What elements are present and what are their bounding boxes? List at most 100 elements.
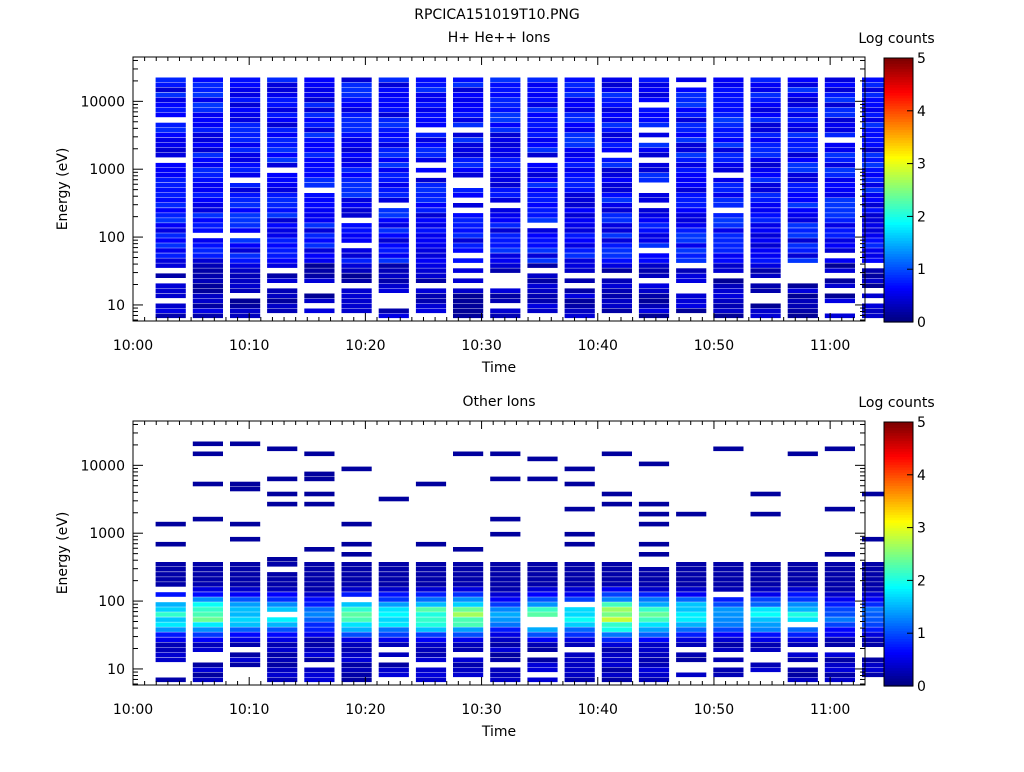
heatmap-cell xyxy=(787,313,818,319)
heatmap-cell xyxy=(453,627,484,632)
colorbar-swatch xyxy=(884,205,913,210)
heatmap-cell xyxy=(862,632,893,637)
heatmap-cell xyxy=(230,218,261,223)
heatmap-cell xyxy=(750,77,781,83)
heatmap-cell xyxy=(676,657,707,663)
heatmap-cell xyxy=(676,172,707,178)
heatmap-cell xyxy=(415,238,447,243)
heatmap-cell xyxy=(415,293,447,299)
heatmap-cell xyxy=(192,481,223,487)
heatmap-cell xyxy=(304,233,335,238)
heatmap-cell xyxy=(638,142,670,148)
colorbar-swatch xyxy=(884,625,913,629)
heatmap-cell xyxy=(341,137,372,143)
colorbar-swatch xyxy=(884,598,913,603)
heatmap-cell xyxy=(155,167,186,173)
heatmap-cell xyxy=(378,592,409,597)
heatmap-cell xyxy=(750,107,781,113)
heatmap-cell xyxy=(787,672,818,678)
heatmap-cell xyxy=(750,253,781,258)
heatmap-cell xyxy=(750,258,781,263)
x-axis-label: Time xyxy=(481,724,516,740)
heatmap-cell xyxy=(750,283,781,288)
heatmap-cell xyxy=(192,283,223,288)
heatmap-cell xyxy=(304,577,335,582)
heatmap-cell xyxy=(676,268,707,273)
heatmap-cell xyxy=(155,637,186,642)
heatmap-cell xyxy=(862,248,893,253)
heatmap-cell xyxy=(824,667,855,673)
heatmap-cell xyxy=(862,228,893,233)
heatmap-cell xyxy=(787,223,818,228)
heatmap-cell xyxy=(787,248,818,253)
heatmap-cell xyxy=(527,637,558,642)
heatmap-cell xyxy=(750,243,781,248)
heatmap-cell xyxy=(750,667,781,673)
heatmap-cell xyxy=(230,263,261,268)
colorbar-swatch xyxy=(884,292,913,297)
heatmap-cell xyxy=(862,582,893,587)
heatmap-cell xyxy=(713,243,744,248)
heatmap-cell xyxy=(341,268,372,273)
heatmap-cell xyxy=(601,303,632,309)
heatmap-cell xyxy=(787,667,818,673)
colorbar-swatch xyxy=(884,672,913,677)
colorbar-swatch xyxy=(884,200,913,204)
heatmap-cell xyxy=(453,602,484,607)
heatmap-cell xyxy=(676,77,707,83)
heatmap-cell xyxy=(601,172,632,178)
heatmap-cell xyxy=(341,77,372,83)
heatmap-cell xyxy=(862,117,893,123)
heatmap-cell xyxy=(453,592,484,597)
heatmap-cell xyxy=(490,183,521,188)
heatmap-cell xyxy=(192,167,223,173)
heatmap-cell xyxy=(824,112,855,118)
heatmap-cell xyxy=(378,263,409,268)
heatmap-cell xyxy=(490,258,521,263)
heatmap-cell xyxy=(155,137,186,143)
heatmap-cell xyxy=(638,288,670,293)
panel-title: Other Ions xyxy=(462,394,535,410)
y-tick-label: 10 xyxy=(107,298,125,314)
heatmap-cell xyxy=(304,602,335,607)
heatmap-cell xyxy=(415,193,447,198)
heatmap-cell xyxy=(453,567,484,572)
heatmap-cell xyxy=(155,152,186,158)
heatmap-cell xyxy=(862,107,893,113)
colorbar-swatch xyxy=(884,427,913,431)
heatmap-cell xyxy=(601,97,632,103)
heatmap-cell xyxy=(378,672,409,678)
heatmap-cell xyxy=(304,677,335,683)
heatmap-cell xyxy=(676,572,707,577)
colorbar-tick-label: 1 xyxy=(917,262,926,278)
heatmap-cell xyxy=(564,582,595,587)
heatmap-cell xyxy=(267,82,298,88)
heatmap-cell xyxy=(676,238,707,243)
heatmap-cell xyxy=(490,632,521,637)
colorbar-swatch xyxy=(884,656,913,661)
heatmap-cell xyxy=(564,587,595,592)
heatmap-cell xyxy=(676,562,707,567)
colorbar-swatch xyxy=(884,524,913,529)
heatmap-cell xyxy=(862,273,893,278)
heatmap-cell xyxy=(862,536,893,542)
heatmap-cell xyxy=(862,132,893,138)
heatmap-cell xyxy=(824,602,855,607)
heatmap-cell xyxy=(824,233,855,238)
heatmap-cell xyxy=(267,501,298,507)
heatmap-cell xyxy=(415,167,447,173)
heatmap-cell xyxy=(676,188,707,193)
heatmap-cell xyxy=(713,587,744,592)
colorbar-swatch xyxy=(884,277,913,281)
heatmap-cell xyxy=(453,132,484,138)
heatmap-cell xyxy=(787,203,818,208)
heatmap-cell xyxy=(341,167,372,173)
colorbar-swatch xyxy=(884,569,913,574)
heatmap-cell xyxy=(341,107,372,113)
heatmap-cell xyxy=(750,597,781,602)
heatmap-cell xyxy=(304,612,335,617)
colorbar-swatch xyxy=(884,432,913,436)
heatmap-cell xyxy=(304,218,335,223)
heatmap-cell xyxy=(155,77,186,83)
heatmap-cell xyxy=(341,213,372,218)
